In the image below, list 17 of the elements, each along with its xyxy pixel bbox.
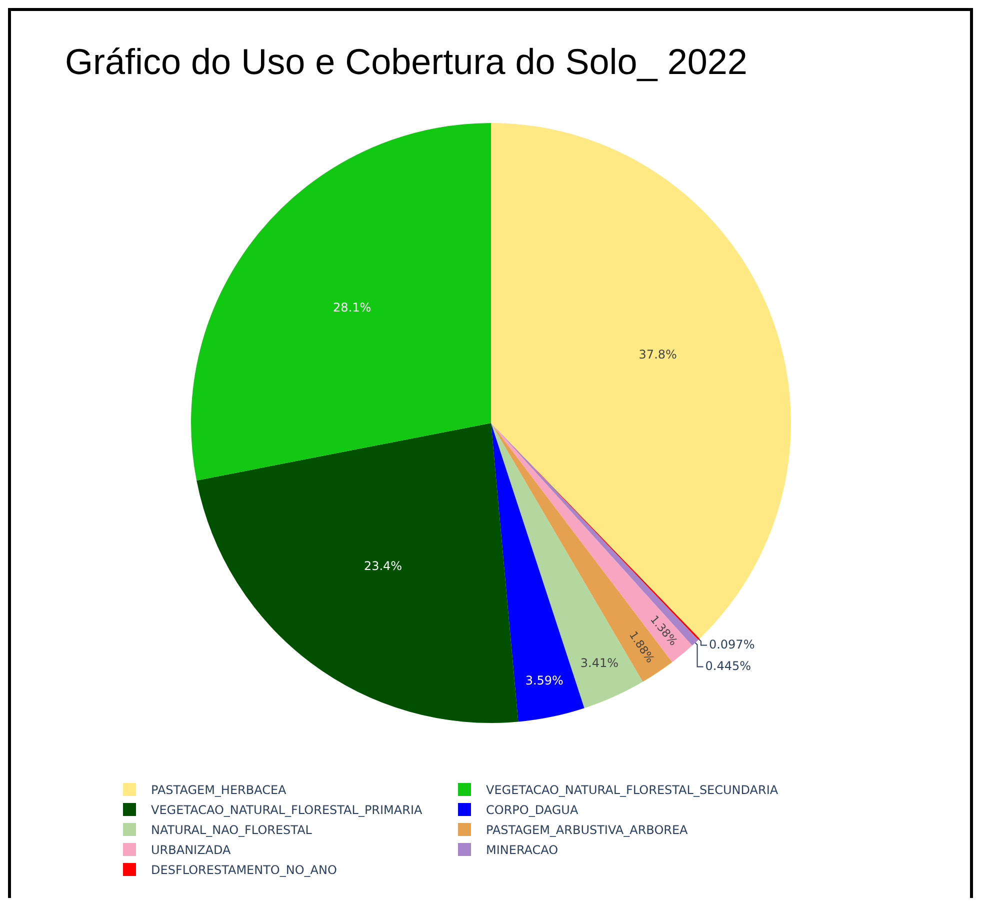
legend-label: PASTAGEM_HERBACEA xyxy=(151,782,286,796)
data-label: 3.59% xyxy=(525,674,564,688)
data-label: 3.41% xyxy=(580,656,619,670)
legend-label: PASTAGEM_ARBUSTIVA_ARBOREA xyxy=(486,822,688,836)
legend-label: VEGETACAO_NATURAL_FLORESTAL_PRIMARIA xyxy=(151,802,422,816)
data-label: 37.8% xyxy=(638,348,677,362)
legend-label: DESFLORESTAMENTO_NO_ANO xyxy=(151,862,337,876)
data-label: 23.4% xyxy=(364,559,402,574)
legend-label: MINERACAO xyxy=(486,842,558,856)
legend-label: URBANIZADA xyxy=(151,842,231,856)
data-label: 28.1% xyxy=(332,300,372,315)
data-label: 0.097% xyxy=(708,637,755,652)
data-label: 0.445% xyxy=(705,658,752,673)
legend-label: CORPO_DAGUA xyxy=(486,802,578,816)
chart-title: Gráfico do Uso e Cobertura do Solo_ 2022 xyxy=(65,41,748,83)
legend-label: NATURAL_NAO_FLORESTAL xyxy=(151,822,312,836)
legend-label: VEGETACAO_NATURAL_FLORESTAL_SECUNDARIA xyxy=(486,782,778,796)
